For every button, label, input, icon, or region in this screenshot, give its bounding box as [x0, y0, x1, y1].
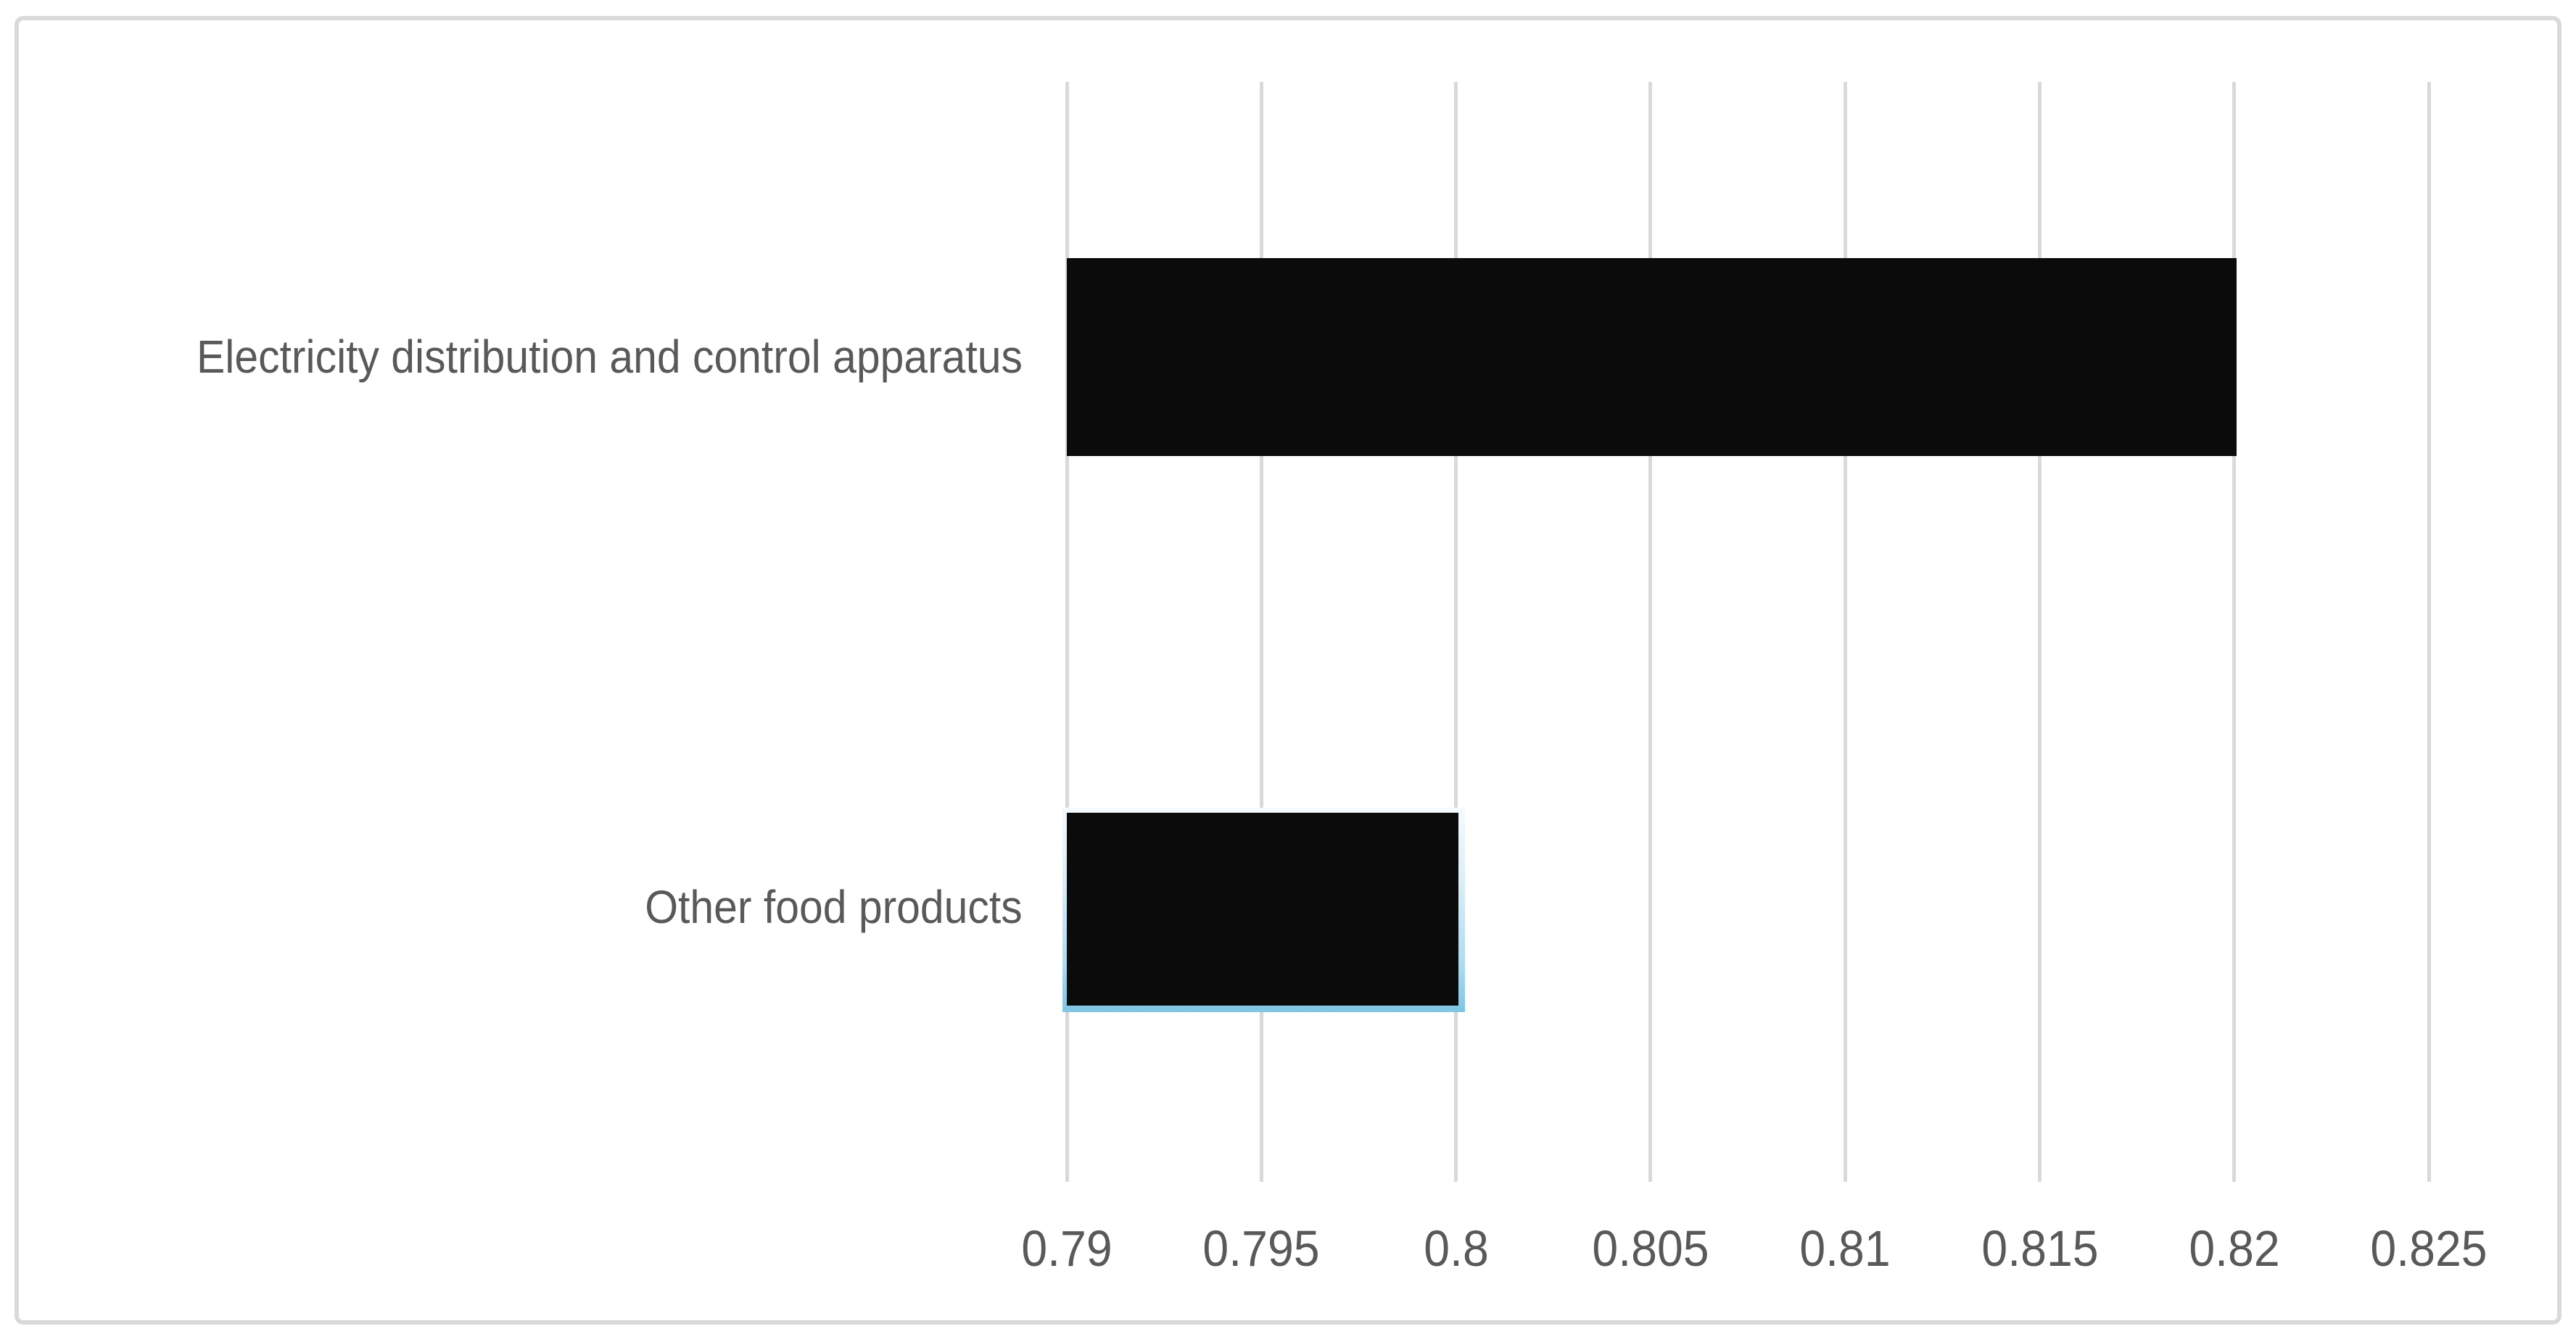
x-axis-tick-label: 0.8 [1423, 1220, 1489, 1277]
plot-gridline [2232, 82, 2237, 1182]
chart-frame[interactable] [15, 16, 2561, 1325]
plot-gridline [1259, 82, 1263, 1182]
category-axis-label: Electricity distribution and control app… [197, 331, 1023, 384]
plot-gridline [1648, 82, 1653, 1182]
x-axis-tick-label: 0.795 [1202, 1220, 1320, 1277]
plot-gridline [2427, 82, 2431, 1182]
x-axis-tick-label: 0.81 [1799, 1220, 1891, 1277]
bar-selected-highlight[interactable] [1062, 808, 1465, 1013]
plot-gridline [1454, 82, 1458, 1182]
category-axis-label: Other food products [645, 880, 1023, 933]
x-axis-tick-label: 0.805 [1592, 1220, 1709, 1277]
plot-gridline [1065, 82, 1069, 1182]
x-axis-tick-label: 0.815 [1981, 1220, 2099, 1277]
x-axis-tick-label: 0.825 [2370, 1220, 2488, 1277]
x-axis-tick-label: 0.82 [2189, 1220, 2280, 1277]
plot-gridline [1843, 82, 1847, 1182]
bar-data-point[interactable] [1067, 257, 2237, 456]
bar-data-point[interactable] [1067, 813, 1458, 1006]
x-axis-tick-label: 0.79 [1021, 1220, 1112, 1277]
plot-gridline [2038, 82, 2042, 1182]
